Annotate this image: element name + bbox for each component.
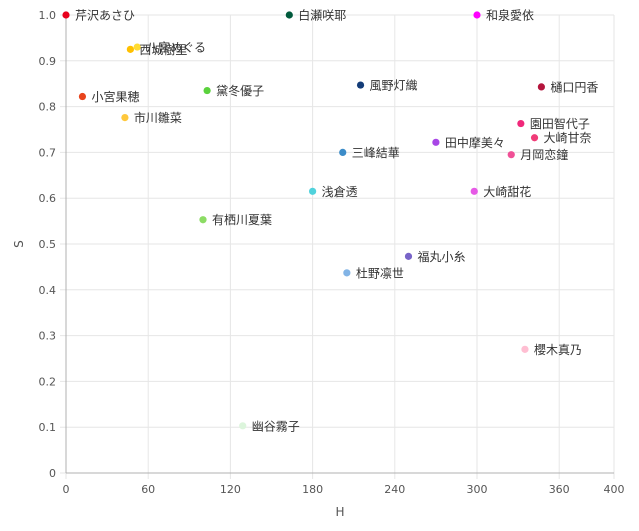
point-label: 有栖川夏葉 bbox=[212, 212, 272, 227]
x-tick-label: 180 bbox=[302, 483, 323, 496]
axes bbox=[65, 15, 614, 474]
y-tick-label: 1.0 bbox=[39, 9, 57, 22]
y-tick-labels: 0 0.1 0.2 0.3 0.4 0.5 0.6 0.7 0.8 0.9 1.0 bbox=[39, 9, 57, 480]
y-axis-title: S bbox=[12, 240, 26, 248]
x-tick-labels: 0 60 120 180 240 300 360 400 bbox=[63, 483, 625, 496]
y-tick-label: 0.1 bbox=[39, 421, 57, 434]
y-tick-label: 0.6 bbox=[39, 192, 57, 205]
point-label: 樋口円香 bbox=[550, 79, 598, 94]
point-label: 西城樹里 bbox=[139, 43, 187, 57]
point-label: 月岡恋鐘 bbox=[520, 147, 568, 162]
data-point bbox=[432, 138, 440, 146]
y-tick-label: 0.8 bbox=[39, 101, 57, 114]
x-tick-label: 400 bbox=[604, 483, 625, 496]
data-point bbox=[470, 187, 478, 195]
data-point bbox=[62, 11, 70, 19]
y-tick-label: 0.4 bbox=[39, 284, 57, 297]
y-tick-label: 0 bbox=[49, 467, 56, 480]
point-label: 杜野凛世 bbox=[356, 265, 404, 280]
data-point bbox=[339, 148, 347, 156]
y-tick-label: 0.9 bbox=[39, 55, 57, 68]
data-point bbox=[521, 345, 529, 353]
x-tick-label: 360 bbox=[549, 483, 570, 496]
point-label: 芹沢あさひ bbox=[75, 9, 135, 23]
data-points bbox=[62, 11, 545, 430]
x-tick-label: 60 bbox=[141, 483, 155, 496]
point-label: 幽谷霧子 bbox=[252, 419, 300, 433]
x-tick-label: 300 bbox=[467, 483, 488, 496]
point-label: 風野灯織 bbox=[370, 79, 418, 93]
point-label: 福丸小糸 bbox=[418, 249, 466, 264]
point-label: 園田智代子 bbox=[530, 116, 590, 131]
x-tick-label: 120 bbox=[220, 483, 241, 496]
point-label: 田中摩美々 bbox=[445, 135, 505, 150]
y-tick-label: 0.7 bbox=[39, 146, 57, 159]
point-label: 小宮果穂 bbox=[91, 89, 139, 104]
point-label: 櫻木真乃 bbox=[534, 342, 582, 357]
data-point bbox=[199, 216, 207, 224]
x-axis-title: H bbox=[335, 505, 344, 519]
point-label: 和泉愛依 bbox=[486, 8, 534, 23]
y-tick-label: 0.5 bbox=[39, 238, 57, 251]
data-point bbox=[133, 43, 141, 51]
x-tick-label: 240 bbox=[384, 483, 405, 496]
point-label: 大崎甘奈 bbox=[544, 131, 592, 145]
data-point bbox=[507, 151, 515, 159]
data-point bbox=[537, 83, 545, 91]
data-point bbox=[356, 81, 365, 89]
x-tick-label: 0 bbox=[63, 483, 70, 496]
point-label: 白瀬咲耶 bbox=[298, 8, 346, 23]
data-point bbox=[309, 187, 317, 195]
data-point bbox=[126, 45, 134, 53]
data-point bbox=[285, 11, 293, 19]
data-point bbox=[517, 119, 525, 128]
point-label: 浅倉透 bbox=[322, 184, 358, 199]
y-tick-label: 0.3 bbox=[39, 330, 57, 343]
point-label: 八宮めぐる bbox=[146, 40, 206, 55]
data-point bbox=[473, 11, 481, 19]
data-point bbox=[121, 113, 129, 122]
point-label: 黛冬優子 bbox=[216, 83, 264, 98]
data-point bbox=[343, 269, 351, 277]
data-point bbox=[530, 134, 539, 142]
grid-lines bbox=[60, 14, 615, 479]
data-point bbox=[404, 252, 413, 260]
y-tick-label: 0.2 bbox=[39, 375, 57, 388]
point-label: 三峰結華 bbox=[352, 146, 400, 160]
point-label: 市川雛菜 bbox=[134, 110, 182, 125]
point-label: 大崎甜花 bbox=[483, 184, 531, 199]
data-point bbox=[78, 92, 87, 101]
data-point bbox=[239, 422, 247, 430]
data-point bbox=[203, 86, 211, 95]
